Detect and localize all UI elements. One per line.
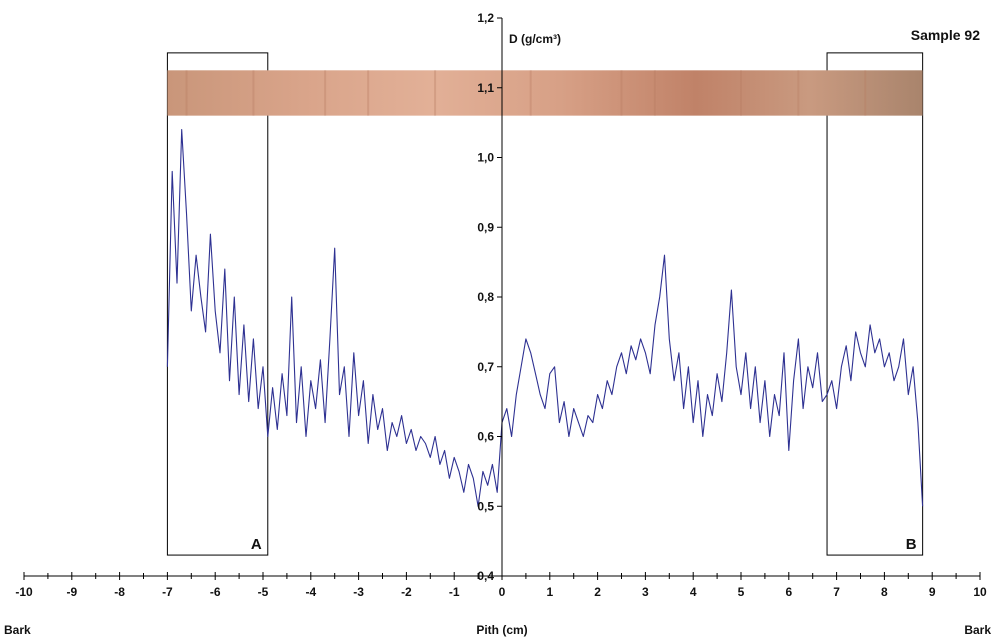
x-tick-label: 10 <box>973 585 987 599</box>
y-tick-label: 0,5 <box>477 499 494 513</box>
x-tick-label: 1 <box>546 585 553 599</box>
bark-label-left: Bark <box>4 623 31 637</box>
y-tick-label: 0,4 <box>477 569 494 583</box>
x-tick-label: -2 <box>401 585 412 599</box>
region-label-a: A <box>251 536 262 553</box>
x-tick-label: 5 <box>738 585 745 599</box>
region-box-a <box>166 52 269 556</box>
x-tick-label: 3 <box>642 585 649 599</box>
y-tick-label: 1,0 <box>477 151 494 165</box>
x-tick-label: 2 <box>594 585 601 599</box>
x-tick-label: -1 <box>449 585 460 599</box>
x-tick-label: -10 <box>15 585 33 599</box>
y-tick-label: 1,2 <box>477 11 494 25</box>
bark-label-right: Bark <box>964 623 991 637</box>
x-tick-label: 8 <box>881 585 888 599</box>
y-axis-title: D (g/cm³) <box>509 32 561 46</box>
y-tick-label: 1,1 <box>477 81 494 95</box>
x-tick-label: 0 <box>499 585 506 599</box>
x-tick-label: -9 <box>66 585 77 599</box>
y-tick-label: 0,6 <box>477 430 494 444</box>
x-tick-label: 9 <box>929 585 936 599</box>
wood-strip-image <box>167 70 923 116</box>
region-label-b: B <box>906 536 917 553</box>
x-tick-label: 6 <box>785 585 792 599</box>
wood-sample-strip <box>167 70 923 116</box>
x-tick-label: -4 <box>305 585 316 599</box>
x-axis-title: Pith (cm) <box>476 623 527 637</box>
ticks-layer: -10 -9 -8 -7 -6 -5 -4 -3 -2 -1 0 1 2 3 4 5 6 7 8 9 100,40,50… <box>15 11 987 599</box>
x-tick-label: 4 <box>690 585 697 599</box>
region-box-b <box>826 52 924 556</box>
y-tick-label: 0,7 <box>477 360 494 374</box>
x-tick-label: -3 <box>353 585 364 599</box>
x-tick-label: -5 <box>258 585 269 599</box>
chart-title: Sample 92 <box>911 27 980 43</box>
x-tick-label: 7 <box>833 585 840 599</box>
x-tick-label: -7 <box>162 585 173 599</box>
series-layer <box>166 129 924 507</box>
y-tick-label: 0,9 <box>477 220 494 234</box>
x-tick-label: -8 <box>114 585 125 599</box>
density-series-line <box>166 129 924 507</box>
y-tick-label: 0,8 <box>477 290 494 304</box>
x-tick-label: -6 <box>210 585 221 599</box>
